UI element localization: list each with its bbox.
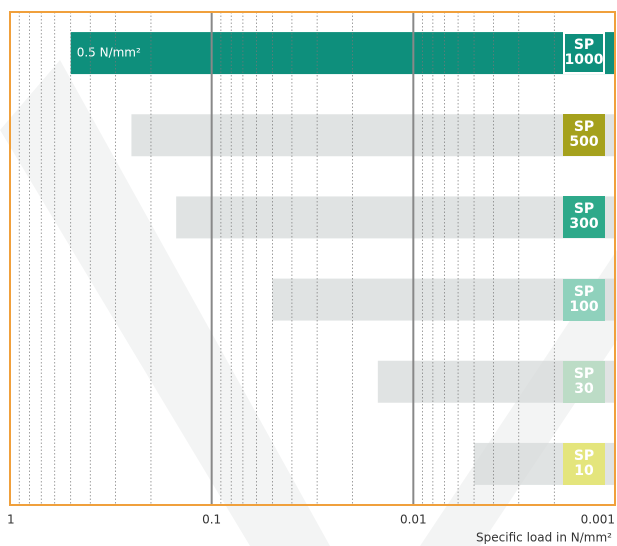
bar-label: 0.5 N/mm² <box>77 46 141 60</box>
category-badge: SP 30 <box>563 360 605 403</box>
category-badge: SP 300 <box>563 196 605 239</box>
bar <box>70 32 616 75</box>
bar <box>272 278 615 321</box>
bar <box>176 196 616 239</box>
x-tick-label: 0.1 <box>202 513 221 527</box>
category-badge: SP 10 <box>563 442 605 485</box>
category-badge: SP 100 <box>563 278 605 321</box>
x-axis-label: Specific load in N/mm² <box>476 531 612 545</box>
x-tick-label: 0.001 <box>581 513 615 527</box>
x-tick-label: 1 <box>7 513 15 527</box>
x-tick-label: 0.01 <box>400 513 427 527</box>
category-badge: SP 500 <box>563 114 605 157</box>
category-badge: SP 1000 <box>563 32 605 75</box>
plot-frame <box>9 11 616 506</box>
bar <box>131 114 615 157</box>
